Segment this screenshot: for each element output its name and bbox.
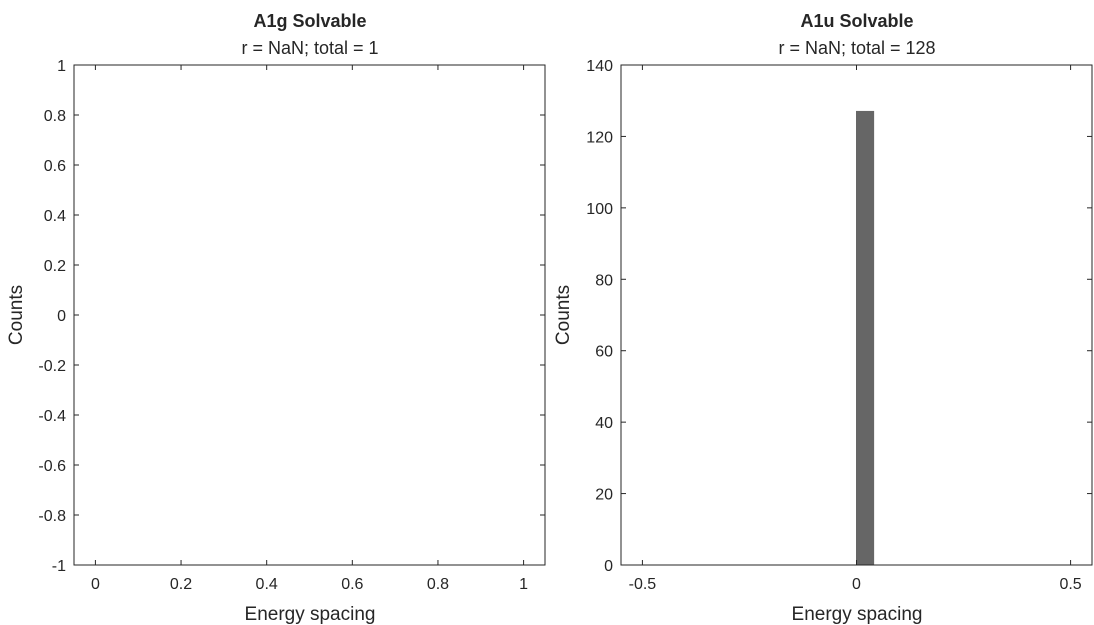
chart-title: A1u Solvable <box>800 11 913 31</box>
y-tick-label: 0.6 <box>44 158 66 175</box>
plot-a1g: A1g Solvable r = NaN; total = 1 0 0.2 0.4 0… <box>6 11 546 625</box>
axes-box <box>73 64 546 566</box>
x-tick-label: 0.8 <box>427 576 449 593</box>
y-tick-label: 0.2 <box>44 258 66 275</box>
x-tick-label: 0 <box>852 576 861 593</box>
x-tick-label: 0.4 <box>256 576 278 593</box>
y-tick-label: 0 <box>604 558 613 575</box>
y-tick-label: -1 <box>52 558 66 575</box>
x-tick-label: 1 <box>519 576 528 593</box>
x-tick-label: 0.2 <box>170 576 192 593</box>
ticks-layer: -0.5 0 0.5 0 20 40 60 80 100 120 140 <box>586 58 1092 593</box>
x-tick-label: 0.5 <box>1059 576 1081 593</box>
y-axis-label: Counts <box>6 285 27 345</box>
x-tick-label: 0.6 <box>341 576 363 593</box>
plot-a1u: A1u Solvable r = NaN; total = 128 -0.5 0 0… <box>553 11 1093 625</box>
y-tick-label: 0.8 <box>44 108 66 125</box>
y-tick-label: 120 <box>586 129 613 146</box>
chart-subtitle: r = NaN; total = 128 <box>778 38 935 58</box>
y-tick-label: 140 <box>586 58 613 75</box>
y-tick-label: -0.8 <box>38 508 66 525</box>
chart-subtitle: r = NaN; total = 1 <box>241 38 378 58</box>
y-tick-label: -0.2 <box>38 358 66 375</box>
y-tick-label: 100 <box>586 201 613 218</box>
y-tick-label: -0.4 <box>38 408 66 425</box>
chart-title: A1g Solvable <box>253 11 366 31</box>
y-tick-label: 20 <box>595 487 613 504</box>
y-tick-label: 80 <box>595 272 613 289</box>
y-tick-label: 0 <box>57 308 66 325</box>
x-tick-label: -0.5 <box>629 576 657 593</box>
x-tick-label: 0 <box>91 576 100 593</box>
y-axis-label: Counts <box>553 285 574 345</box>
y-tick-label: 0.4 <box>44 208 66 225</box>
y-tick-label: 60 <box>595 344 613 361</box>
bars-layer <box>856 110 875 566</box>
ticks-layer: 0 0.2 0.4 0.6 0.8 1 -1 -0.8 -0.6 -0.4 -0.2 0 0.2 0.4 0… <box>38 58 545 593</box>
x-axis-label: Energy spacing <box>245 604 376 625</box>
y-tick-label: 40 <box>595 415 613 432</box>
histogram-bar-0 <box>856 110 875 566</box>
y-tick-label: 1 <box>57 58 66 75</box>
x-axis-label: Energy spacing <box>792 604 923 625</box>
y-tick-label: -0.6 <box>38 458 66 475</box>
